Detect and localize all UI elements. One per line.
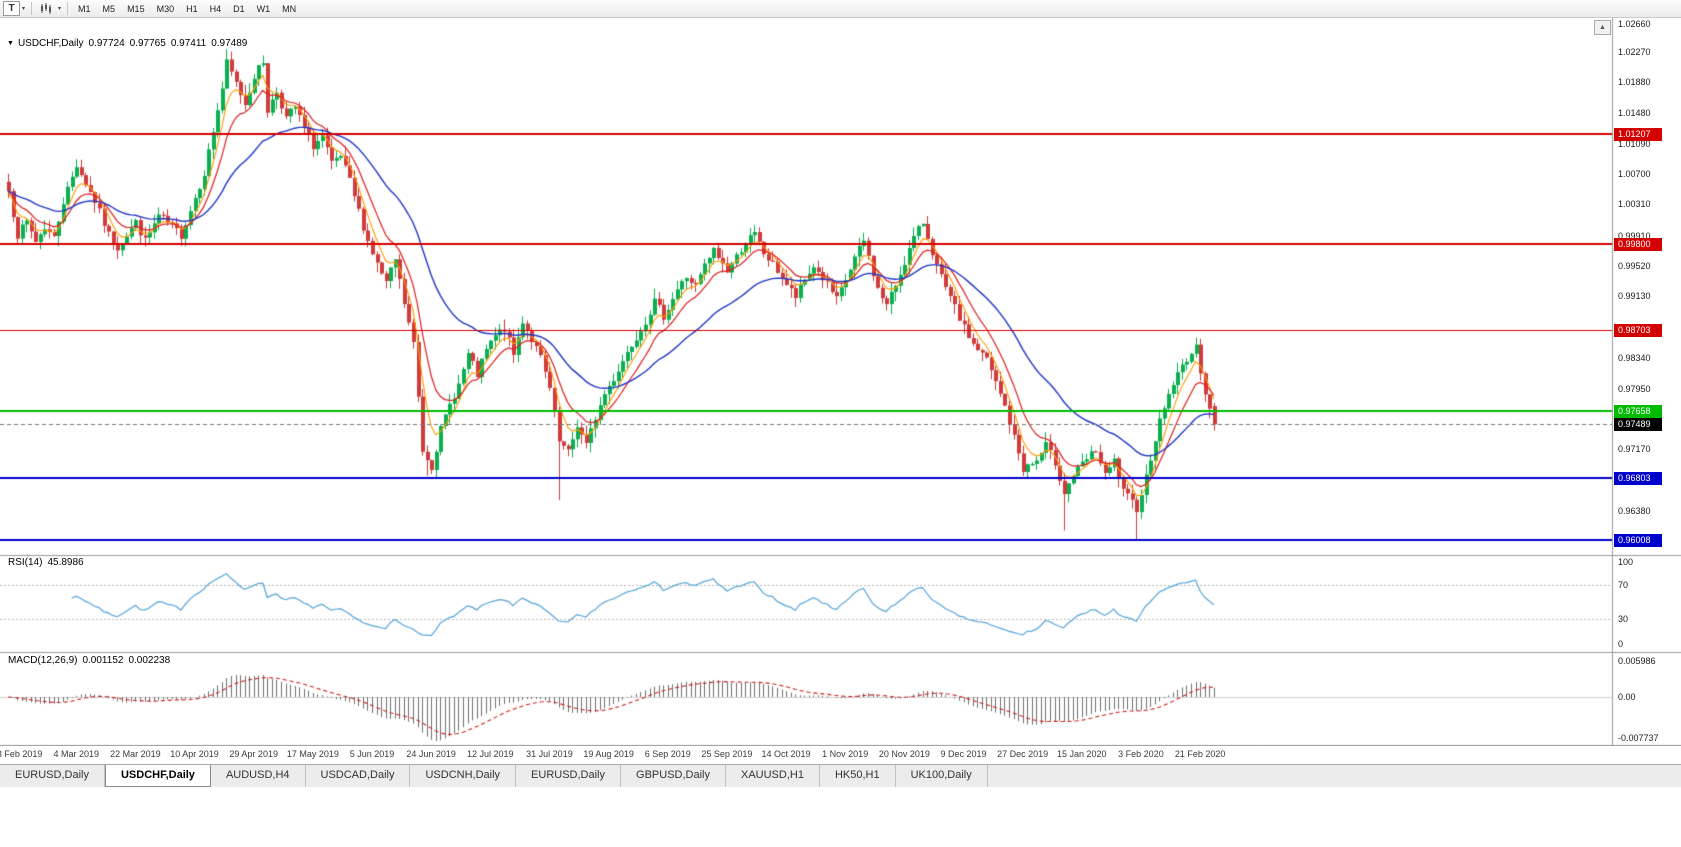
chart-type-icon[interactable]: [36, 1, 56, 16]
tab-usdchf-daily[interactable]: USDCHF,Daily: [104, 765, 211, 787]
macd-name: MACD(12,26,9): [8, 655, 78, 666]
high-value: 0.97765: [129, 38, 166, 49]
window-background: [0, 787, 1681, 847]
time-axis[interactable]: [0, 746, 1612, 764]
timeframe-w1-button[interactable]: W1: [251, 1, 277, 16]
toolbar-separator: [67, 2, 69, 15]
macd-main-value: 0.001152: [82, 655, 124, 666]
timeframe-h1-button[interactable]: H1: [180, 1, 204, 16]
close-value: 0.97489: [211, 38, 248, 49]
templates-button-label: T: [8, 3, 15, 14]
price-axis[interactable]: [1613, 18, 1681, 746]
chart-type-dropdown-icon[interactable]: ▾: [56, 1, 63, 16]
rsi-value: 45.8986: [47, 557, 84, 568]
collapse-triangle-icon[interactable]: ▼: [7, 40, 14, 47]
toolbar-separator: [31, 2, 33, 15]
tab-usdcnh-daily[interactable]: USDCNH,Daily: [410, 765, 517, 787]
price-chart-canvas[interactable]: [0, 0, 1681, 746]
tab-eurusd-daily[interactable]: EURUSD,Daily: [516, 765, 622, 787]
tab-usdcad-daily[interactable]: USDCAD,Daily: [306, 765, 411, 787]
timeframe-mn-button[interactable]: MN: [276, 1, 302, 16]
timeframe-h4-button[interactable]: H4: [204, 1, 228, 16]
tab-gbpusd-daily[interactable]: GBPUSD,Daily: [621, 765, 726, 787]
tab-uk100-daily[interactable]: UK100,Daily: [896, 765, 988, 787]
chart-title: ▼ USDCHF,Daily 0.97724 0.97765 0.97411 0.9748…: [7, 38, 247, 49]
candlestick-icon: [41, 3, 52, 14]
timeframe-m5-button[interactable]: M5: [97, 1, 122, 16]
timeframe-d1-button[interactable]: D1: [227, 1, 251, 16]
timeframe-m30-button[interactable]: M30: [151, 1, 181, 16]
tab-eurusd-daily[interactable]: EURUSD,Daily: [0, 765, 105, 787]
rsi-name: RSI(14): [8, 557, 43, 568]
timeframe-m1-button[interactable]: M1: [72, 1, 97, 16]
templates-dropdown-icon[interactable]: ▾: [20, 1, 27, 16]
tab-xauusd-h1[interactable]: XAUUSD,H1: [726, 765, 820, 787]
scroll-up-icon[interactable]: ▲: [1594, 20, 1611, 35]
chart-tab-bar: EURUSD,Daily USDCHF,Daily AUDUSD,H4 USDCAD,…: [0, 764, 1681, 787]
templates-button[interactable]: T: [3, 1, 20, 16]
low-value: 0.97411: [170, 38, 207, 49]
timeframe-toolbar: T ▾ ▾ M1 M5 M15 M30 H1 H4 D1 W1 MN: [0, 0, 1681, 18]
rsi-label: RSI(14) 45.8986: [8, 557, 89, 568]
macd-label: MACD(12,26,9) 0.001152 0.002238: [8, 655, 175, 666]
symbol-period-label: USDCHF,Daily: [17, 38, 84, 49]
open-value: 0.97724: [88, 38, 125, 49]
tab-hk50-h1[interactable]: HK50,H1: [820, 765, 896, 787]
tab-audusd-h4[interactable]: AUDUSD,H4: [211, 765, 306, 787]
timeframe-m15-button[interactable]: M15: [121, 1, 151, 16]
macd-signal-value: 0.002238: [128, 655, 171, 666]
